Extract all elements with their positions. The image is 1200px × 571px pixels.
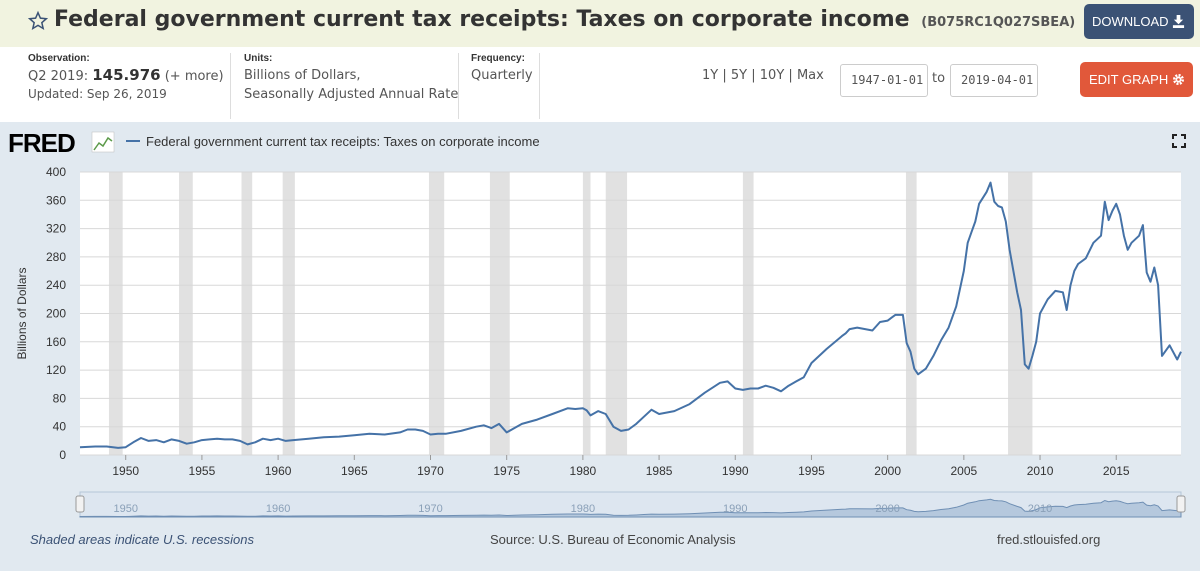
gear-icon bbox=[1173, 74, 1184, 85]
range-5y-link[interactable]: 5Y bbox=[730, 68, 748, 83]
x-tick-2010: 2010 bbox=[1027, 464, 1054, 478]
legend-label[interactable]: Federal government current tax receipts:… bbox=[146, 134, 540, 149]
navigator-left-handle[interactable] bbox=[75, 495, 85, 513]
title-bar: Federal government current tax receipts:… bbox=[0, 0, 1200, 47]
line-chart[interactable]: FRED Federal government current tax rece… bbox=[0, 122, 1200, 522]
frequency-block: Frequency: Quarterly bbox=[471, 53, 541, 123]
y-axis-label: Billions of Dollars bbox=[15, 267, 29, 359]
y-tick-320: 320 bbox=[46, 222, 66, 236]
divider bbox=[539, 53, 540, 119]
navigator-tick-1960: 1960 bbox=[266, 503, 290, 515]
download-label: DOWNLOAD bbox=[1092, 14, 1169, 29]
source-text: Source: U.S. Bureau of Economic Analysis bbox=[490, 532, 736, 547]
y-tick-80: 80 bbox=[53, 391, 67, 405]
download-button[interactable]: DOWNLOAD bbox=[1084, 4, 1194, 39]
range-separator: | bbox=[788, 68, 793, 83]
range-max-link[interactable]: Max bbox=[796, 68, 824, 83]
x-tick-2005: 2005 bbox=[950, 464, 977, 478]
end-date-input[interactable]: 2019-04-01 bbox=[950, 64, 1038, 97]
y-tick-200: 200 bbox=[46, 307, 66, 321]
grid-lines bbox=[80, 171, 1181, 456]
download-icon bbox=[1172, 15, 1185, 28]
observation-block: Observation: Q2 2019: 145.976 (+ more) U… bbox=[28, 53, 228, 123]
updated-date: Updated: Sep 26, 2019 bbox=[28, 87, 167, 101]
navigator-tick-2000: 2000 bbox=[875, 503, 899, 515]
x-tick-1980: 1980 bbox=[570, 464, 597, 478]
fred-logo-text: FRED bbox=[8, 128, 75, 158]
range-navigator[interactable]: 1950 1960 1970 1980 1990 2000 2010 bbox=[75, 491, 1186, 518]
y-tick-360: 360 bbox=[46, 193, 66, 207]
range-1y-link[interactable]: 1Y bbox=[702, 68, 719, 83]
fullscreen-icon[interactable] bbox=[1172, 134, 1186, 148]
x-tick-1970: 1970 bbox=[417, 464, 444, 478]
start-date-input[interactable]: 1947-01-01 bbox=[840, 64, 928, 97]
star-icon[interactable] bbox=[28, 10, 48, 32]
y-tick-280: 280 bbox=[46, 250, 66, 264]
range-10y-link[interactable]: 10Y bbox=[759, 68, 785, 83]
site-link[interactable]: fred.stlouisfed.org bbox=[997, 532, 1101, 547]
range-separator: | bbox=[722, 68, 727, 83]
units-line-2: Seasonally Adjusted Annual Rate bbox=[244, 87, 459, 102]
x-tick-2015: 2015 bbox=[1103, 464, 1130, 478]
series-id: (B075RC1Q027SBEA) bbox=[921, 15, 1076, 30]
range-links: 1Y | 5Y | 10Y | Max bbox=[702, 68, 824, 83]
observation-line: Q2 2019: 145.976 (+ more) bbox=[28, 66, 228, 86]
x-tick-1985: 1985 bbox=[646, 464, 673, 478]
navigator-tick-1980: 1980 bbox=[571, 503, 595, 515]
x-tick-1960: 1960 bbox=[265, 464, 292, 478]
navigator-tick-1970: 1970 bbox=[418, 503, 442, 515]
x-tick-1965: 1965 bbox=[341, 464, 368, 478]
y-tick-120: 120 bbox=[46, 363, 66, 377]
divider bbox=[230, 53, 231, 119]
series-line[interactable] bbox=[79, 181, 1182, 449]
x-tick-1990: 1990 bbox=[722, 464, 749, 478]
logo-graph-line bbox=[93, 136, 113, 151]
observation-label: Observation: bbox=[28, 53, 90, 64]
frequency-label: Frequency: bbox=[471, 53, 525, 64]
divider bbox=[458, 53, 459, 119]
y-tick-160: 160 bbox=[46, 335, 66, 349]
observation-value: 145.976 bbox=[92, 66, 161, 84]
observation-more-link[interactable]: (+ more) bbox=[164, 69, 224, 84]
chart-panel: FRED Federal government current tax rece… bbox=[0, 122, 1200, 571]
x-tick-1995: 1995 bbox=[798, 464, 825, 478]
logo-graph-box bbox=[91, 131, 115, 153]
to-label: to bbox=[932, 71, 946, 86]
x-tick-2000: 2000 bbox=[874, 464, 901, 478]
range-separator: | bbox=[751, 68, 756, 83]
x-tick-1975: 1975 bbox=[493, 464, 520, 478]
recession-note: Shaded areas indicate U.S. recessions bbox=[30, 532, 255, 547]
observation-period: Q2 2019: bbox=[28, 69, 89, 84]
edit-graph-button[interactable]: EDIT GRAPH bbox=[1080, 62, 1193, 97]
x-tick-1955: 1955 bbox=[189, 464, 216, 478]
units-line-1: Billions of Dollars, bbox=[244, 68, 361, 83]
navigator-tick-2010: 2010 bbox=[1028, 503, 1052, 515]
navigator-right-handle[interactable] bbox=[1176, 495, 1186, 513]
x-tick-1950: 1950 bbox=[112, 464, 139, 478]
units-label: Units: bbox=[244, 53, 273, 64]
edit-graph-label: EDIT GRAPH bbox=[1089, 72, 1169, 87]
units-block: Units: Billions of Dollars, Seasonally A… bbox=[244, 53, 459, 123]
navigator-tick-1990: 1990 bbox=[723, 503, 747, 515]
navigator-tick-1950: 1950 bbox=[113, 503, 137, 515]
y-tick-40: 40 bbox=[53, 420, 67, 434]
frequency-value: Quarterly bbox=[471, 68, 533, 83]
navigator-area bbox=[79, 498, 1182, 518]
y-tick-240: 240 bbox=[46, 278, 66, 292]
y-tick-labels: 0 40 80 120 160 200 240 280 320 360 400 bbox=[46, 165, 66, 462]
fred-logo: FRED bbox=[8, 128, 115, 158]
y-tick-400: 400 bbox=[46, 165, 66, 179]
y-tick-0: 0 bbox=[59, 448, 66, 462]
page-title: Federal government current tax receipts:… bbox=[54, 7, 1076, 32]
x-tick-labels: 1950 1955 1960 1965 1970 1975 1980 1985 1990 1995… bbox=[112, 455, 1130, 478]
